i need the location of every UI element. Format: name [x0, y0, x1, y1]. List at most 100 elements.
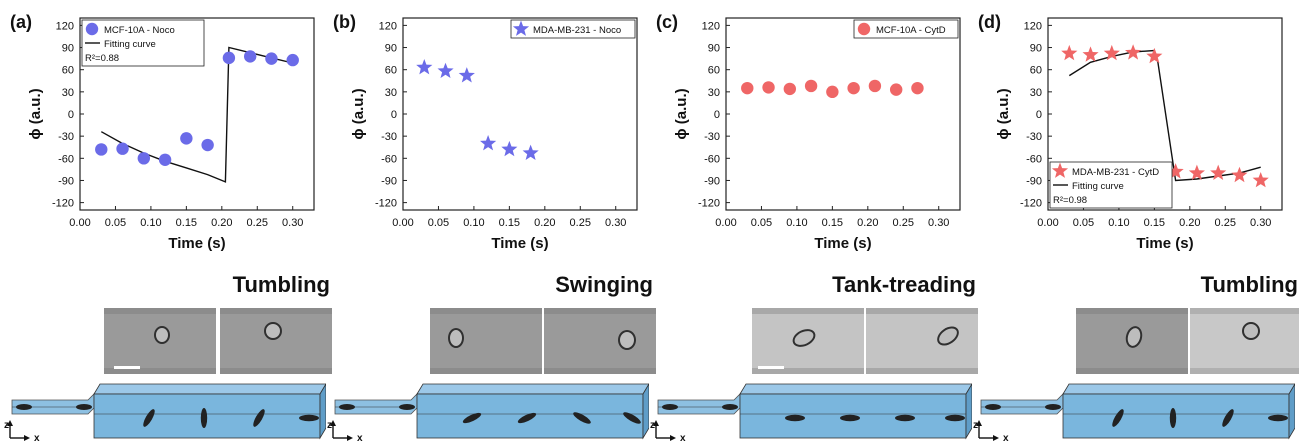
- y-tick-label: 0: [68, 109, 74, 121]
- data-point: [826, 85, 839, 99]
- y-tick-label: -60: [704, 153, 720, 165]
- data-point: [1231, 166, 1248, 183]
- y-tick-label: 120: [379, 20, 397, 32]
- chart-d: 120 90 60 30 0 -30 -60 -90 -120 0.00 0.05 0.10 0.15 0…: [995, 17, 1283, 252]
- micrograph-b2: [544, 308, 656, 374]
- cell: [200, 408, 208, 428]
- channel-schematic-d: zx: [973, 383, 1295, 442]
- y-tick-label: -120: [52, 198, 74, 210]
- legend-marker: [85, 22, 99, 36]
- x-tick-label: 0.00: [392, 217, 413, 229]
- y-tick-label: 60: [708, 65, 720, 77]
- data-point: [265, 52, 278, 65]
- plot-frame: [402, 17, 638, 211]
- data-point: [1082, 46, 1099, 62]
- y-tick-label: -120: [698, 198, 720, 210]
- data-point: [804, 79, 818, 93]
- panel-letter-d: (d): [978, 12, 1001, 32]
- data-point: [158, 153, 172, 166]
- data-point: [1188, 164, 1205, 180]
- legend-label: MDA-MB-231 - Noco: [533, 25, 621, 36]
- channel-schematic-b: zx: [327, 383, 649, 442]
- y-tick-label: 60: [62, 65, 74, 77]
- micrograph-a2: [220, 308, 332, 374]
- x-axis-arrowhead: [347, 435, 353, 441]
- x-axis-arrowhead: [670, 435, 676, 441]
- legend-label: MDA-MB-231 - CytD: [1072, 167, 1159, 178]
- cell: [462, 412, 482, 424]
- y-tick-label: 0: [1036, 109, 1042, 121]
- data-point: [847, 81, 860, 95]
- y-axis-label: ϕ (a.u.): [995, 88, 1012, 139]
- data-point: [458, 67, 475, 83]
- scale-bar: [114, 366, 140, 369]
- data-point: [137, 152, 151, 165]
- y-tick-label: 120: [702, 20, 720, 32]
- y-tick-label: 120: [1024, 20, 1042, 32]
- y-tick-label: -60: [381, 153, 397, 165]
- x-axis-label: x: [1003, 433, 1009, 442]
- y-axis-label: ϕ (a.u.): [27, 88, 44, 139]
- channel-top: [93, 383, 326, 395]
- data-point: [222, 51, 236, 65]
- x-tick-label: 0.25: [1215, 217, 1236, 229]
- cell: [299, 414, 319, 422]
- cell: [143, 409, 155, 427]
- legend-label: MCF-10A - CytD: [876, 25, 946, 36]
- y-tick-label: -90: [381, 175, 397, 187]
- data-point: [783, 82, 797, 96]
- data-point: [868, 79, 882, 93]
- z-axis-arrowhead: [7, 420, 13, 426]
- x-tick-label: 0.00: [1037, 217, 1058, 229]
- legend-box: [853, 19, 959, 39]
- channel-schematic-c: zx: [650, 383, 972, 442]
- z-axis-label: z: [4, 420, 9, 431]
- channel-top: [739, 383, 972, 395]
- z-axis-arrowhead: [653, 420, 659, 426]
- z-axis-label: z: [327, 420, 332, 431]
- data-point: [480, 135, 497, 151]
- legend-label: Fitting curve: [104, 39, 156, 50]
- y-tick-label: -30: [58, 131, 74, 143]
- cell: [517, 412, 537, 424]
- mode-label-d: Tumbling: [1200, 272, 1298, 297]
- channel-side: [319, 383, 326, 440]
- y-tick-label: 60: [1030, 65, 1042, 77]
- data-point: [116, 142, 129, 155]
- legend-marker: [512, 20, 530, 36]
- channel-inlet: [334, 393, 418, 415]
- y-tick-label: -120: [1020, 198, 1042, 210]
- data-point: [522, 144, 539, 160]
- cell: [76, 404, 92, 410]
- data-point: [1210, 164, 1227, 180]
- data-point: [1146, 47, 1163, 64]
- data-point: [286, 53, 299, 67]
- data-point: [501, 140, 518, 157]
- data-point: [180, 132, 193, 145]
- panel-letter-a: (a): [10, 12, 32, 32]
- cell: [339, 404, 355, 410]
- channel-schematic-a: zx: [4, 383, 326, 442]
- cell: [1169, 408, 1177, 428]
- chart-a: 120 90 60 30 0 -30 -60 -90 -120 0.00 0.05 0.10 0.15 0…: [27, 17, 315, 252]
- x-tick-label: 0.00: [715, 217, 736, 229]
- channel-side: [1288, 383, 1295, 440]
- x-tick-label: 0.10: [1108, 217, 1129, 229]
- cell: [623, 412, 641, 424]
- x-axis-label: Time (s): [1136, 235, 1193, 252]
- x-tick-label: 0.05: [105, 217, 126, 229]
- channel-inlet: [980, 393, 1064, 415]
- x-tick-label: 0.20: [534, 217, 555, 229]
- data-point: [741, 81, 754, 95]
- channel-inlet: [11, 393, 95, 415]
- data-point: [1125, 44, 1142, 60]
- x-axis-label: x: [34, 433, 40, 442]
- x-tick-label: 0.00: [69, 217, 90, 229]
- y-tick-label: 30: [62, 87, 74, 99]
- x-tick-label: 0.10: [463, 217, 484, 229]
- y-axis-label: ϕ (a.u.): [673, 88, 690, 139]
- y-tick-label: 120: [56, 20, 74, 32]
- r-squared-annotation: R²=0.98: [1053, 195, 1087, 206]
- data-point: [95, 143, 108, 156]
